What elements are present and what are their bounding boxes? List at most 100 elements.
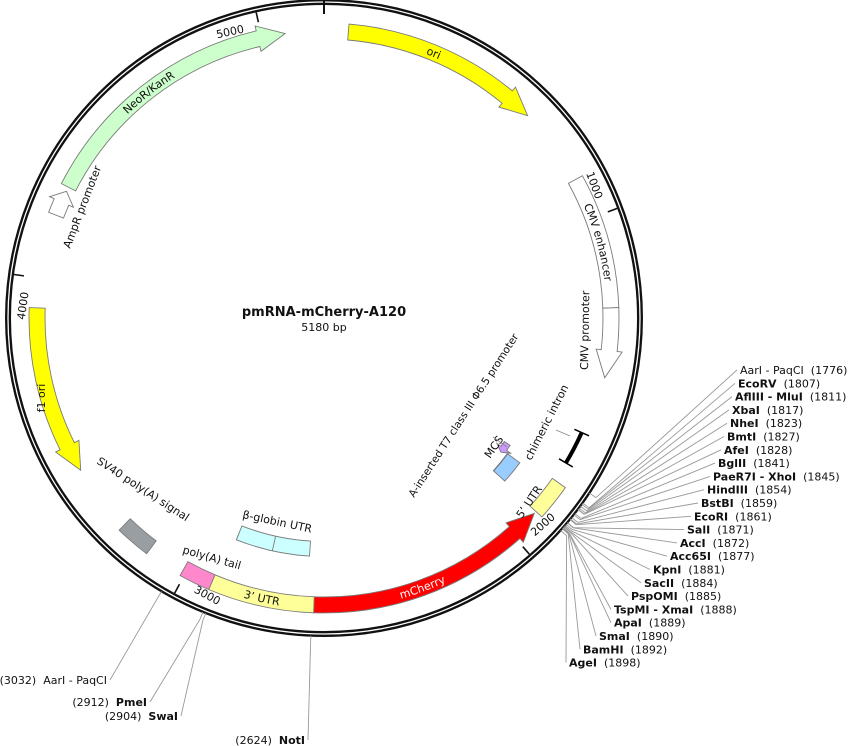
feature-ori[interactable] xyxy=(347,23,529,117)
restriction-site[interactable]: PaeR7I - XhoI (1845) xyxy=(573,470,840,521)
restriction-site[interactable]: SalI (1871) xyxy=(567,522,754,537)
site-leader xyxy=(565,535,568,663)
restriction-site[interactable]: BglII (1841) xyxy=(574,457,790,519)
site-label: KpnI (1881) xyxy=(653,564,725,577)
site-tick xyxy=(562,527,570,534)
enzyme-name: PaeR7I - XhoI xyxy=(713,470,796,483)
enzyme-name: Acc65I xyxy=(670,550,711,563)
restriction-site[interactable]: AgeI (1898) xyxy=(560,530,641,670)
restriction-site[interactable]: (2904) SwaI xyxy=(105,613,207,723)
enzyme-name: KpnI xyxy=(653,564,681,577)
restriction-site[interactable]: EcoRV (1807) xyxy=(582,377,821,509)
feature-mcs[interactable] xyxy=(492,453,521,482)
site-tick xyxy=(573,514,581,521)
site-tick xyxy=(563,526,571,533)
restriction-site[interactable]: KpnI (1881) xyxy=(564,525,725,577)
feature-cmv-promoter[interactable] xyxy=(595,307,623,379)
enzyme-position: (2912) xyxy=(72,696,109,709)
site-label: (2904) SwaI xyxy=(105,710,178,723)
label-f1-ori: f1 ori xyxy=(35,384,48,413)
t7-label-leader xyxy=(492,436,508,448)
restriction-site[interactable]: (2912) PmeI xyxy=(72,611,204,709)
site-leader xyxy=(595,369,738,498)
label-ori: ori xyxy=(425,44,443,61)
restriction-site[interactable]: HindIII (1854) xyxy=(571,484,792,523)
plasmid-length: 5180 bp xyxy=(301,321,346,334)
site-label: AgeI (1898) xyxy=(569,657,641,670)
enzyme-position: (1872) xyxy=(713,537,750,550)
enzyme-name: PmeI xyxy=(116,696,147,709)
enzyme-name: AarI - PaqCI xyxy=(740,364,804,377)
site-label: (3032) AarI - PaqCI xyxy=(0,674,107,687)
enzyme-name: TspMI - XmaI xyxy=(614,603,693,616)
site-leader xyxy=(567,533,581,650)
scale-tick xyxy=(173,583,181,594)
site-leader xyxy=(573,527,678,544)
label-cmv-promoter: CMV promoter xyxy=(578,290,592,370)
site-tick xyxy=(157,591,162,599)
site-label: SmaI (1890) xyxy=(599,630,673,643)
enzyme-name: AfeI xyxy=(724,444,749,457)
site-leader xyxy=(180,620,204,717)
enzyme-position: (1827) xyxy=(763,431,800,444)
site-leader xyxy=(587,396,733,510)
enzyme-name: BmtI xyxy=(727,431,756,444)
enzyme-position: (1884) xyxy=(681,577,718,590)
enzyme-name: EcoRI xyxy=(694,510,728,523)
site-leader xyxy=(588,382,736,509)
restriction-site[interactable]: AarI - PaqCI (1776) xyxy=(589,364,847,498)
feature-five-utr[interactable] xyxy=(529,477,567,518)
site-tick xyxy=(202,613,207,621)
restriction-site[interactable]: SacII (1884) xyxy=(563,526,718,590)
intron-end-cap xyxy=(574,428,590,437)
enzyme-position: (1885) xyxy=(685,590,722,603)
restriction-site[interactable]: ApaI (1889) xyxy=(562,527,686,630)
enzyme-position: (1881) xyxy=(688,564,725,577)
feature-beta-globin-utr[interactable] xyxy=(235,525,311,557)
enzyme-position: (3032) xyxy=(0,674,36,687)
restriction-site[interactable]: AfeI (1828) xyxy=(577,444,793,515)
restriction-site[interactable]: (3032) AarI - PaqCI xyxy=(0,591,162,687)
site-leader xyxy=(586,409,730,512)
restriction-site[interactable]: XbaI (1817) xyxy=(580,404,803,512)
restriction-site[interactable]: BstBI (1859) xyxy=(570,497,777,525)
enzyme-name: PspOMI xyxy=(631,590,678,603)
feature-neor-kanr[interactable] xyxy=(60,25,287,192)
restriction-site[interactable]: PspOMI (1885) xyxy=(563,526,722,603)
intron-label-leader xyxy=(555,429,571,437)
site-leader xyxy=(149,619,201,703)
restriction-site[interactable]: AflIII - MluI (1811) xyxy=(581,391,847,510)
restriction-site[interactable]: BamHI (1892) xyxy=(561,528,667,657)
feature-chimeric-intron[interactable] xyxy=(558,428,590,468)
site-leader xyxy=(585,422,728,514)
site-label: HindIII (1854) xyxy=(707,484,792,497)
feature-shape xyxy=(179,560,216,591)
restriction-site[interactable]: (2624) NotI xyxy=(235,635,312,746)
enzyme-position: (1888) xyxy=(700,603,737,616)
site-label: NheI (1823) xyxy=(730,417,802,430)
restriction-site[interactable]: SmaI (1890) xyxy=(562,527,674,643)
enzyme-position: (1811) xyxy=(810,391,847,404)
feature-ampr-promoter[interactable] xyxy=(48,190,75,219)
restriction-site[interactable]: TspMI - XmaI (1888) xyxy=(562,527,737,617)
feature-f1-ori[interactable] xyxy=(28,307,82,472)
feature-sv40-polya[interactable] xyxy=(118,518,157,555)
site-leader xyxy=(584,449,722,515)
enzyme-name: SacII xyxy=(644,577,674,590)
restriction-site[interactable]: NheI (1823) xyxy=(578,417,802,514)
scale-tick-label: 4000 xyxy=(15,291,32,321)
feature-mcherry[interactable] xyxy=(313,512,536,614)
site-leader xyxy=(580,462,716,519)
feature-polya-tail[interactable] xyxy=(179,560,216,591)
restriction-site[interactable]: AccI (1872) xyxy=(566,522,750,550)
enzyme-position: (1807) xyxy=(784,377,821,390)
site-label: BstBI (1859) xyxy=(701,497,777,510)
restriction-site[interactable]: Acc65I (1877) xyxy=(565,523,755,563)
site-label: BmtI (1827) xyxy=(727,431,800,444)
site-leader xyxy=(570,530,651,570)
restriction-site[interactable]: EcoRI (1861) xyxy=(569,510,772,526)
enzyme-position: (1854) xyxy=(755,484,792,497)
backbone-ring xyxy=(5,0,643,637)
feature-t7-promoter[interactable] xyxy=(495,440,513,454)
